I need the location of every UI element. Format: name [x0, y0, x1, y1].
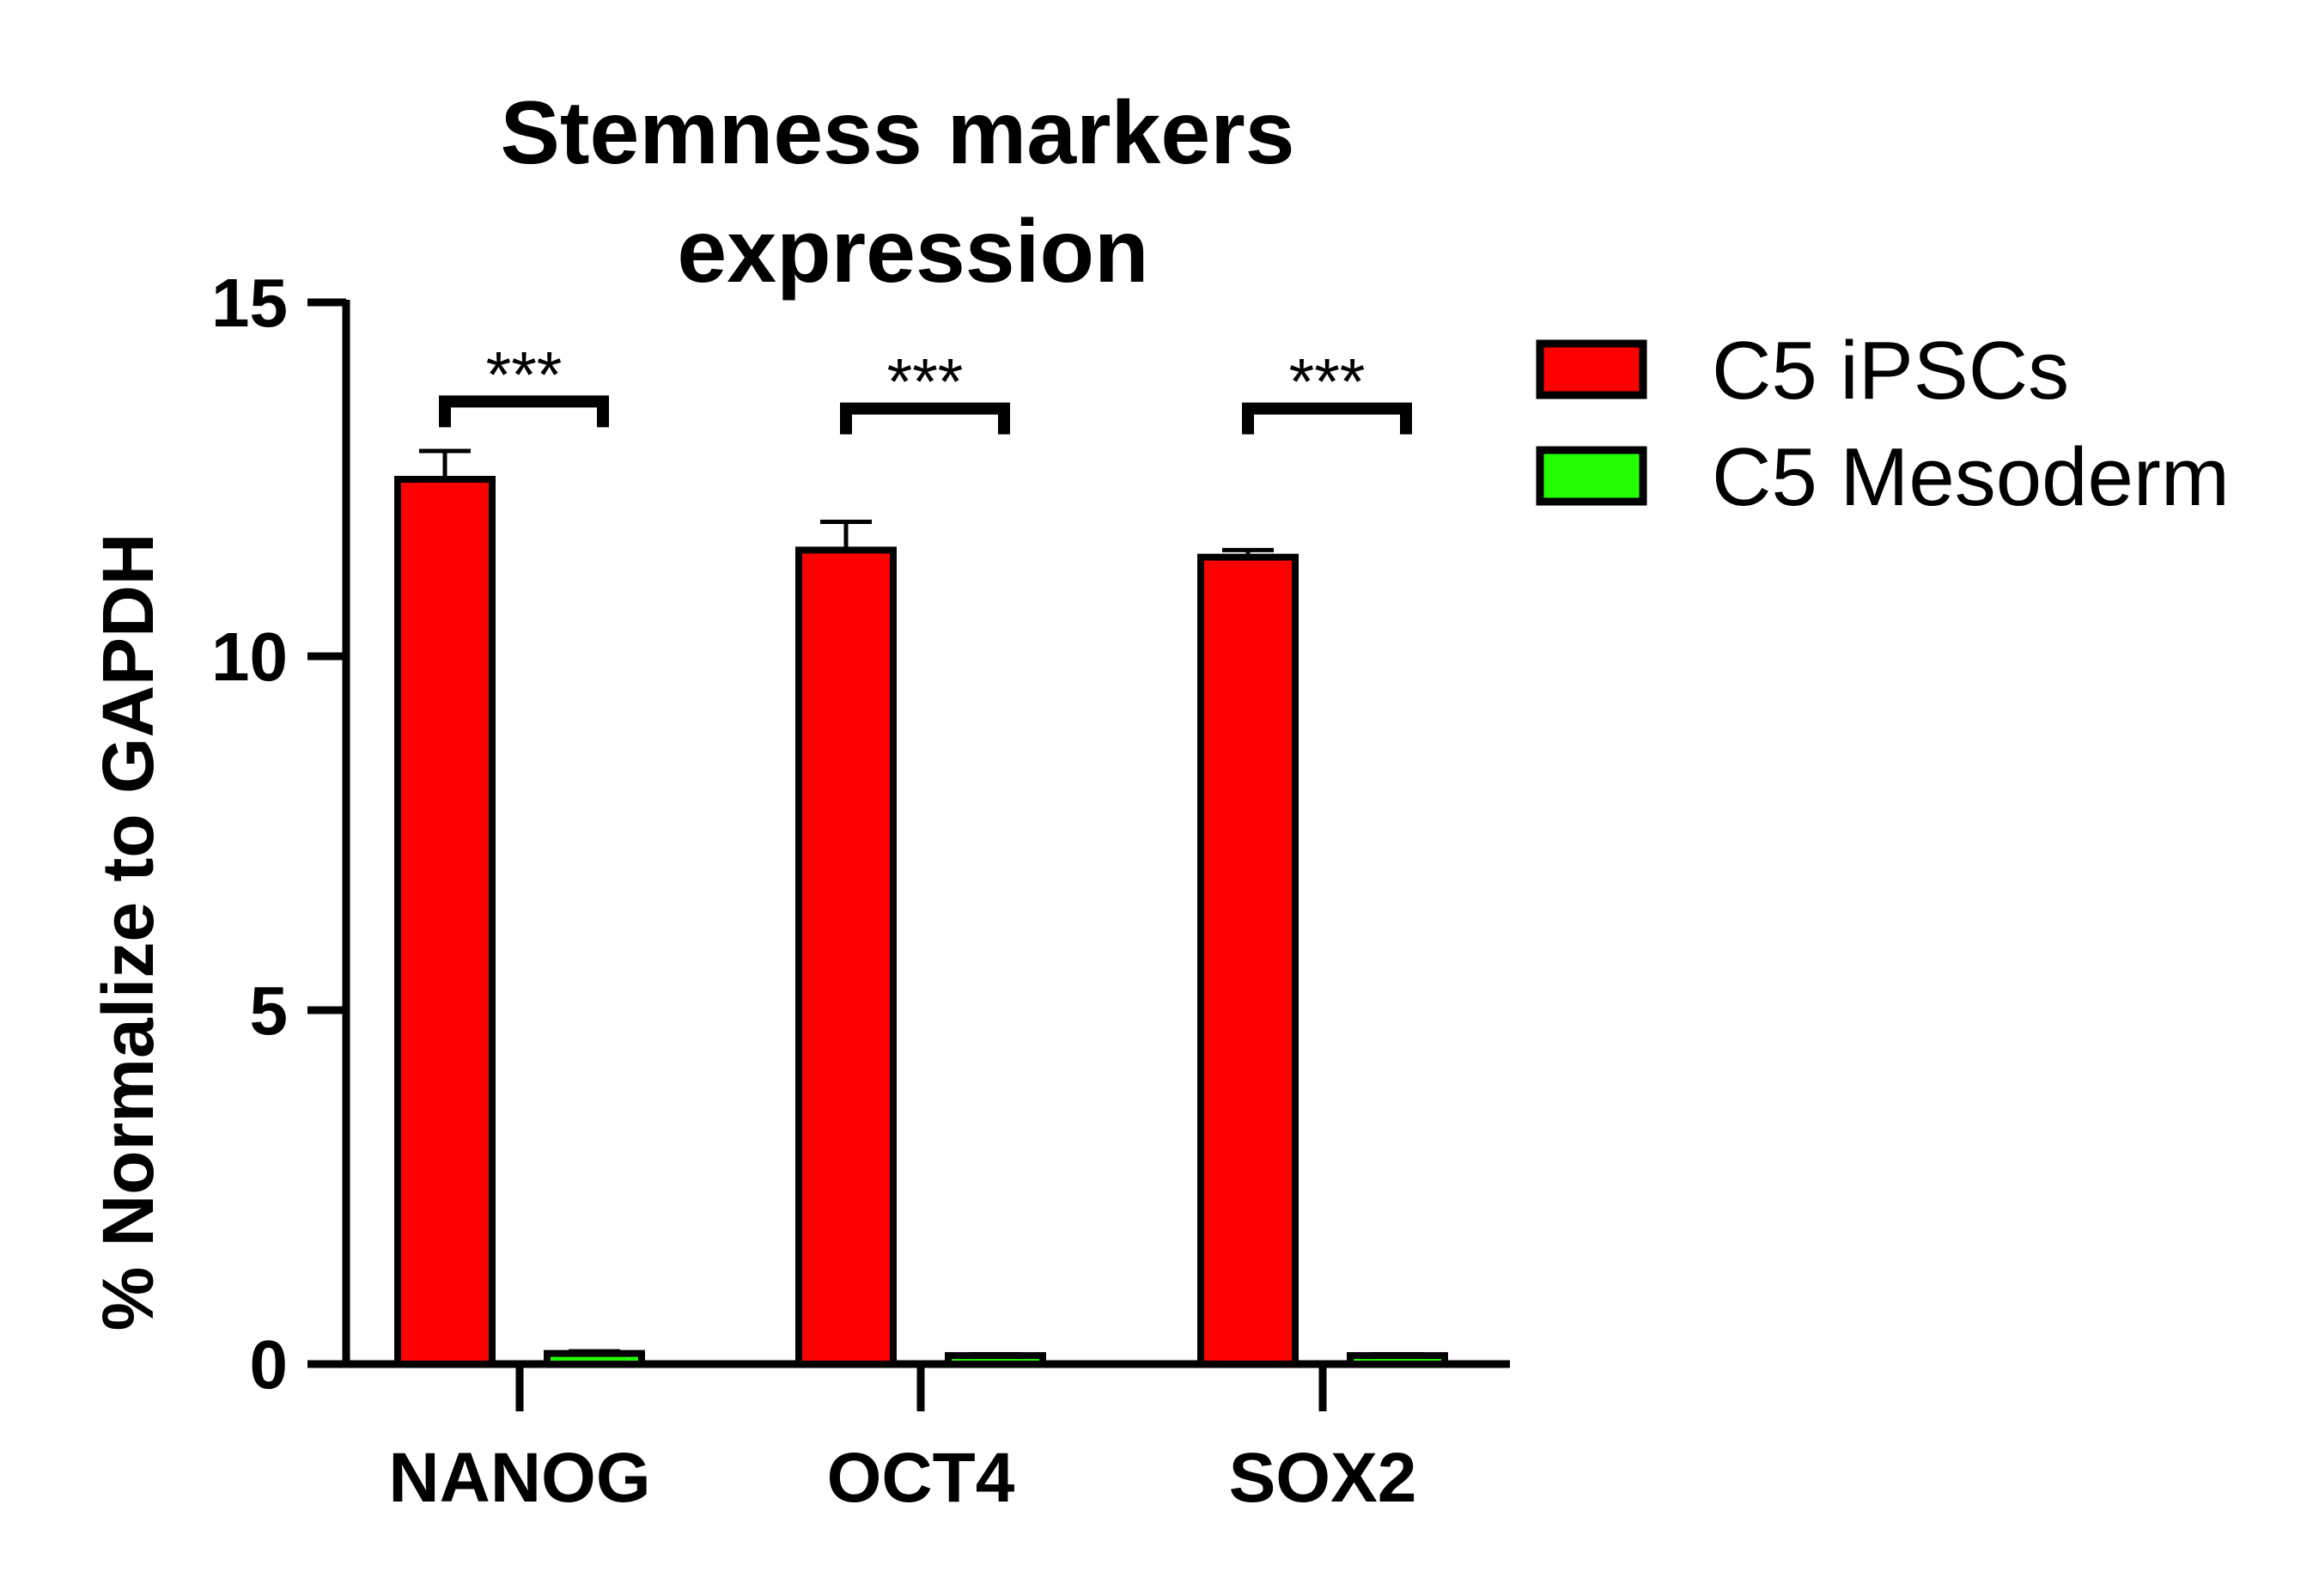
legend-swatch: [1536, 446, 1647, 506]
bar: [945, 1352, 1046, 1368]
significance-bracket: [1242, 402, 1412, 435]
legend: C5 iPSCs C5 Mesoderm: [1536, 325, 2230, 523]
chart-title-line-1: Stemness markers: [500, 83, 1294, 183]
legend-swatch: [1536, 339, 1647, 399]
x-tick-label: NANOG: [388, 1439, 650, 1517]
significance-label: ***: [486, 338, 563, 411]
chart-title-line-2: expression: [677, 202, 1148, 302]
significance-bracket: [439, 395, 609, 428]
significance-label: ***: [1289, 346, 1366, 419]
plot-area: 0 5 10 15 NANOG *** OCT4 *** SOX2 ***: [211, 265, 1510, 1517]
bar: [1347, 1352, 1448, 1368]
y-tick-label: 0: [250, 1326, 289, 1403]
legend-label: C5 iPSCs: [1712, 325, 2069, 417]
y-tick-label: 10: [211, 618, 288, 695]
significance-bracket: [840, 402, 1010, 435]
bar: [795, 546, 897, 1368]
bar: [544, 1349, 645, 1368]
legend-label: C5 Mesoderm: [1712, 431, 2230, 523]
chart-title: Stemness markers expression: [500, 83, 1294, 302]
x-tick-label: OCT4: [827, 1439, 1015, 1517]
y-tick-label: 15: [211, 265, 288, 341]
significance-label: ***: [887, 346, 964, 419]
x-tick-label: SOX2: [1229, 1439, 1417, 1517]
bar: [1197, 553, 1299, 1368]
bar: [394, 476, 496, 1368]
y-axis-label: % Normalize to GAPDH: [88, 533, 168, 1331]
y-tick-label: 5: [250, 972, 289, 1049]
